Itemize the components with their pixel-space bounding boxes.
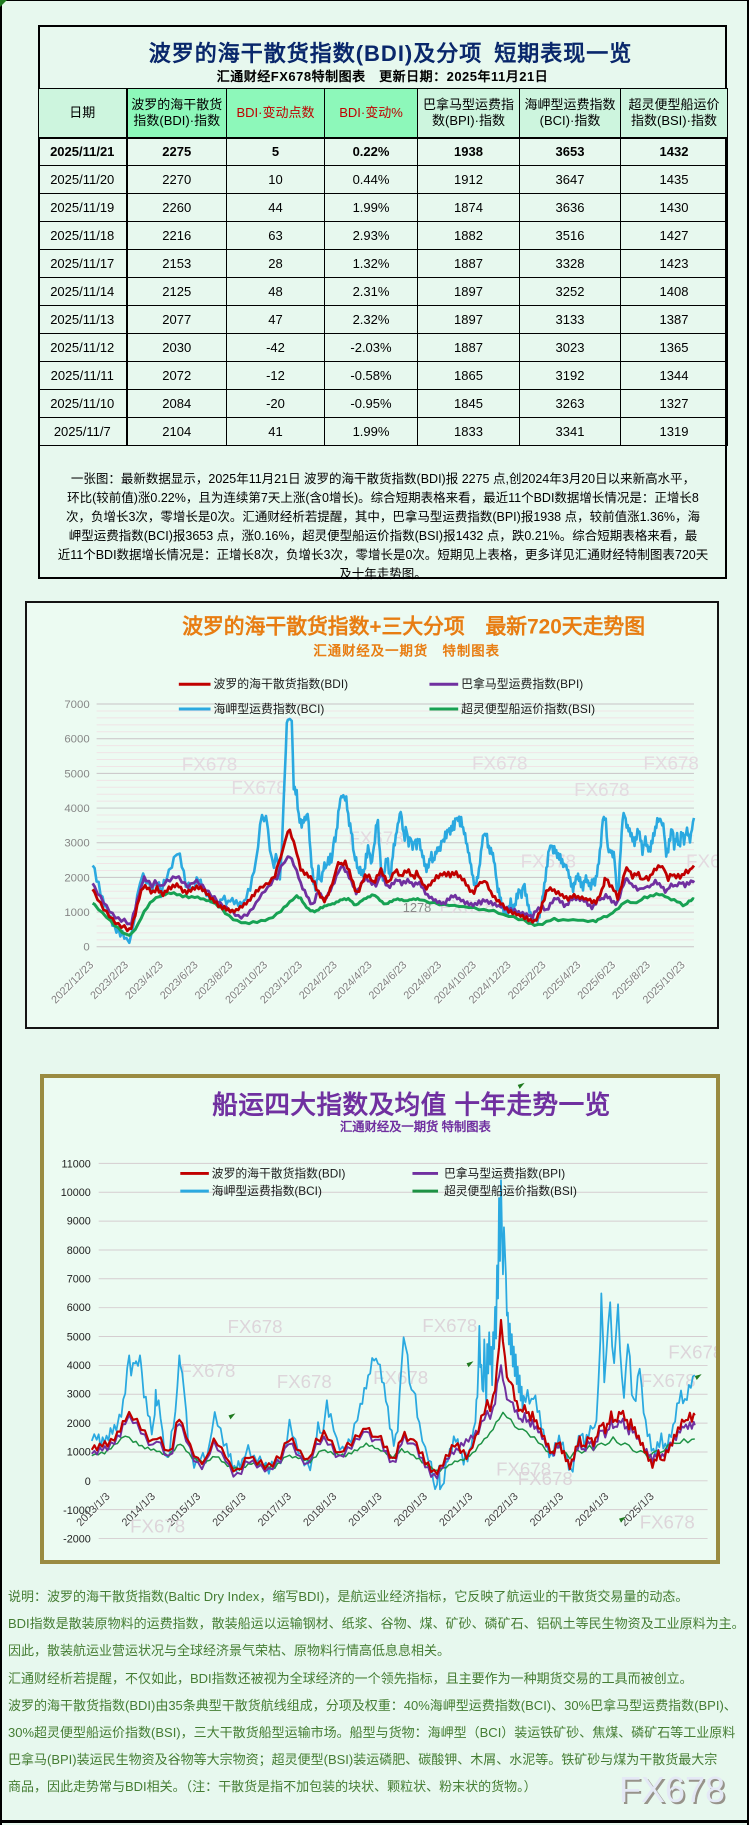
svg-text:超灵便型船运价指数(BSI): 超灵便型船运价指数(BSI) — [444, 1184, 577, 1198]
svg-text:2000: 2000 — [67, 1418, 91, 1430]
svg-text:3000: 3000 — [67, 1389, 91, 1401]
svg-text:波罗的海干散货指数+三大分项 最新720天走势图: 波罗的海干散货指数+三大分项 最新720天走势图 — [182, 615, 645, 639]
svg-text:FX678: FX678 — [231, 777, 286, 798]
svg-text:0: 0 — [83, 942, 89, 954]
svg-text:船运四大指数及均值 十年走势一览: 船运四大指数及均值 十年走势一览 — [212, 1090, 610, 1119]
svg-text:7000: 7000 — [64, 699, 89, 711]
svg-text:巴拿马型运费指数(BPI): 巴拿马型运费指数(BPI) — [461, 677, 583, 691]
svg-text:5000: 5000 — [67, 1332, 91, 1344]
svg-text:海岬型运费指数(BCI): 海岬型运费指数(BCI) — [212, 1184, 322, 1198]
svg-text:FX678: FX678 — [641, 1370, 696, 1391]
svg-text:FX678: FX678 — [643, 752, 698, 773]
svg-text:1000: 1000 — [67, 1447, 91, 1459]
svg-text:FX678: FX678 — [422, 1315, 477, 1336]
svg-text:FX678: FX678 — [228, 1316, 283, 1337]
svg-text:8000: 8000 — [67, 1245, 91, 1257]
svg-text:FX678: FX678 — [182, 753, 237, 774]
svg-text:FX678: FX678 — [668, 1341, 720, 1362]
svg-text:10000: 10000 — [61, 1187, 91, 1199]
svg-text:11000: 11000 — [62, 1159, 91, 1171]
svg-text:6000: 6000 — [67, 1302, 91, 1314]
svg-text:FX678: FX678 — [180, 1360, 235, 1381]
svg-text:6000: 6000 — [64, 734, 89, 746]
svg-text:巴拿马型运费指数(BPI): 巴拿马型运费指数(BPI) — [444, 1166, 565, 1180]
svg-text:FX678: FX678 — [277, 1371, 332, 1392]
svg-text:汇通财经及一期货 特制图表: 汇通财经及一期货 特制图表 — [340, 1119, 492, 1134]
svg-text:1278: 1278 — [403, 900, 432, 915]
svg-text:波罗的海干散货指数(BDI): 波罗的海干散货指数(BDI) — [213, 677, 348, 691]
svg-text:2000: 2000 — [64, 872, 89, 884]
svg-text:9000: 9000 — [67, 1216, 91, 1228]
svg-text:FX678: FX678 — [496, 1458, 551, 1479]
svg-text:FX678: FX678 — [574, 779, 629, 800]
svg-text:5000: 5000 — [64, 768, 89, 780]
svg-text:4000: 4000 — [67, 1360, 91, 1372]
svg-text:-2000: -2000 — [63, 1533, 91, 1545]
svg-text:FX678: FX678 — [518, 1468, 573, 1489]
svg-text:超灵便型船运价指数(BSI): 超灵便型船运价指数(BSI) — [461, 702, 595, 716]
svg-text:FX678: FX678 — [130, 1515, 185, 1536]
svg-text:FX678: FX678 — [640, 1512, 695, 1533]
svg-text:海岬型运费指数(BCI): 海岬型运费指数(BCI) — [213, 702, 324, 716]
svg-text:0: 0 — [85, 1476, 91, 1488]
svg-text:汇通财经及一期货 特制图表: 汇通财经及一期货 特制图表 — [313, 643, 500, 659]
svg-text:3000: 3000 — [64, 838, 89, 850]
svg-text:FX678: FX678 — [472, 752, 527, 773]
svg-text:2022/12/23: 2022/12/23 — [49, 959, 96, 1006]
svg-text:7000: 7000 — [67, 1274, 91, 1286]
svg-text:1000: 1000 — [64, 907, 89, 919]
svg-text:4000: 4000 — [64, 803, 89, 815]
svg-text:波罗的海干散货指数(BDI): 波罗的海干散货指数(BDI) — [212, 1166, 346, 1180]
svg-text:-1000: -1000 — [63, 1505, 91, 1517]
